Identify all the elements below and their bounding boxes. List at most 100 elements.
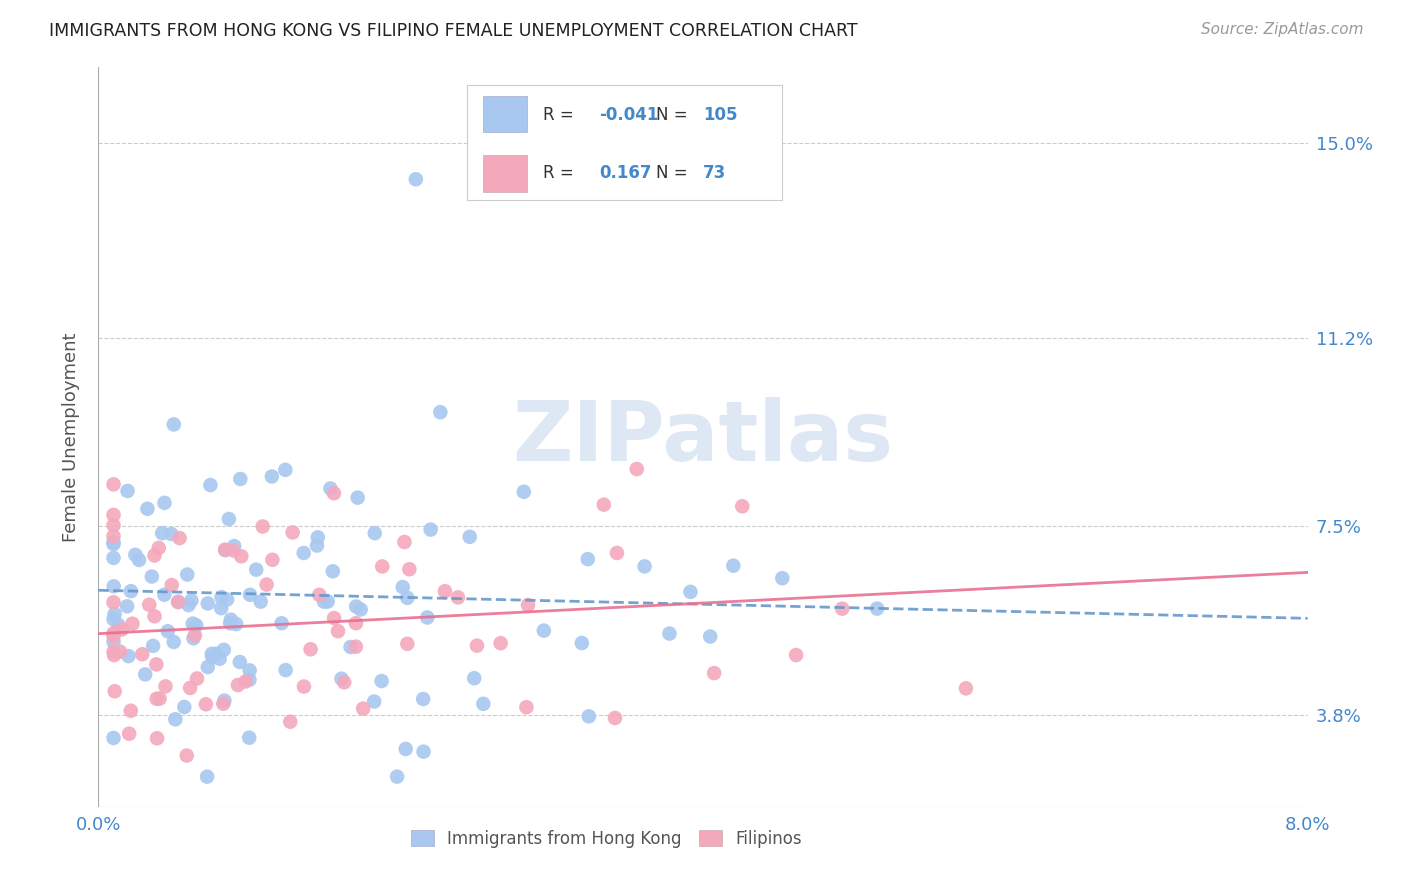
Point xyxy=(194,698,217,712)
Point xyxy=(103,537,125,551)
Point xyxy=(346,491,368,505)
Point xyxy=(150,526,173,541)
Point xyxy=(571,636,593,650)
Point xyxy=(155,679,177,693)
Point xyxy=(323,611,346,625)
Point xyxy=(186,672,208,686)
Point xyxy=(256,577,278,591)
Point xyxy=(205,647,228,661)
Point xyxy=(163,417,186,432)
Point xyxy=(274,463,297,477)
Point xyxy=(395,742,418,756)
Point xyxy=(143,549,166,563)
Point xyxy=(398,562,420,576)
Point xyxy=(148,541,170,555)
Point xyxy=(292,680,315,694)
Point xyxy=(419,523,441,537)
Point xyxy=(212,697,235,711)
Point xyxy=(153,588,176,602)
Point xyxy=(249,594,271,608)
Point xyxy=(183,632,205,646)
Point xyxy=(723,558,745,573)
Point xyxy=(731,500,754,514)
Point xyxy=(184,628,207,642)
Point xyxy=(103,612,125,626)
Point xyxy=(131,647,153,661)
Point xyxy=(201,647,224,661)
Point xyxy=(167,595,190,609)
Point xyxy=(111,623,134,637)
Point xyxy=(121,616,143,631)
Point xyxy=(394,535,416,549)
Point xyxy=(603,711,626,725)
Point xyxy=(412,692,434,706)
Point xyxy=(592,498,614,512)
Point xyxy=(103,731,125,745)
Point xyxy=(292,546,315,560)
Point xyxy=(262,553,284,567)
Point xyxy=(299,642,322,657)
Point xyxy=(371,559,394,574)
Point xyxy=(103,535,125,549)
Point xyxy=(489,636,512,650)
Point xyxy=(136,501,159,516)
Point xyxy=(319,482,342,496)
Point xyxy=(330,672,353,686)
Point xyxy=(396,591,419,605)
Point xyxy=(209,601,232,615)
Point xyxy=(103,518,125,533)
Point xyxy=(138,598,160,612)
Point xyxy=(955,681,977,696)
Point xyxy=(245,563,267,577)
Point xyxy=(231,549,253,564)
Point xyxy=(163,635,186,649)
Point xyxy=(396,637,419,651)
Point xyxy=(103,579,125,593)
Point xyxy=(118,727,141,741)
Point xyxy=(197,660,219,674)
Point xyxy=(176,567,198,582)
Point xyxy=(472,697,495,711)
Point xyxy=(307,530,329,544)
Point xyxy=(218,512,240,526)
Point xyxy=(274,663,297,677)
Text: ZIPatlas: ZIPatlas xyxy=(513,397,893,477)
Point xyxy=(312,594,335,608)
Point xyxy=(370,673,392,688)
Point xyxy=(238,731,260,745)
Point xyxy=(104,607,127,621)
Point xyxy=(229,472,252,486)
Point xyxy=(344,616,367,631)
Point xyxy=(211,591,233,605)
Point xyxy=(252,519,274,533)
Point xyxy=(186,618,208,632)
Point xyxy=(447,591,470,605)
Point xyxy=(167,595,190,609)
Point xyxy=(214,543,236,558)
Point xyxy=(153,496,176,510)
Point xyxy=(160,527,183,541)
Text: Source: ZipAtlas.com: Source: ZipAtlas.com xyxy=(1201,22,1364,37)
Point xyxy=(134,667,156,681)
Point xyxy=(658,626,681,640)
Point xyxy=(128,553,150,567)
Point xyxy=(103,595,125,609)
Point xyxy=(385,770,408,784)
Point xyxy=(197,596,219,610)
Point xyxy=(103,634,125,648)
Point xyxy=(117,649,139,664)
Point xyxy=(103,626,125,640)
Point xyxy=(176,748,198,763)
Point xyxy=(350,602,373,616)
Point xyxy=(699,630,721,644)
Point xyxy=(219,616,242,631)
Point xyxy=(214,693,236,707)
Point xyxy=(344,599,367,614)
Point xyxy=(156,624,179,639)
Point xyxy=(201,649,224,664)
Point xyxy=(363,694,385,708)
Point xyxy=(433,584,456,599)
Point xyxy=(224,539,246,553)
Point xyxy=(463,671,485,685)
Point xyxy=(239,664,262,678)
